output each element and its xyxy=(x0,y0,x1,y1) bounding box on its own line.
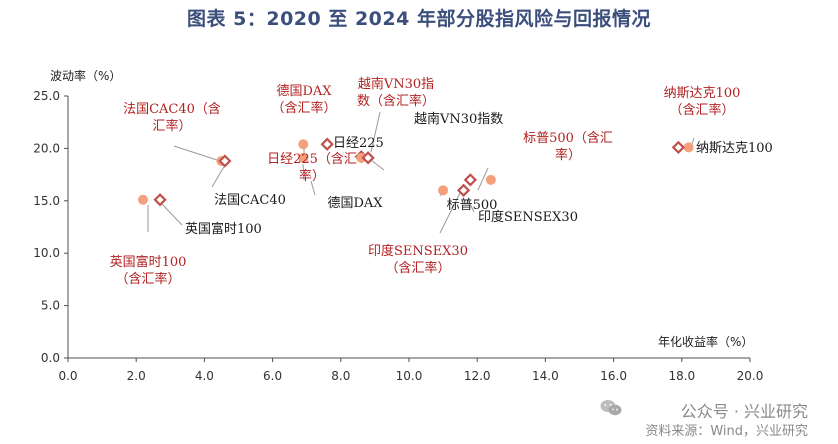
y-tick-label: 5.0 xyxy=(41,299,60,313)
point-label-line: 英国富时100 xyxy=(185,221,262,237)
point-label-line: 日经225（含汇 xyxy=(267,151,357,167)
data-point-incl-fx xyxy=(438,185,449,196)
point-label-line: 汇率） xyxy=(152,118,191,134)
x-tick-label: 12.0 xyxy=(464,369,491,383)
point-label: 标普500 xyxy=(447,198,498,213)
point-label-line: 德国DAX xyxy=(327,196,383,211)
point-label: 法国CAC40 xyxy=(214,193,286,208)
x-tick-label: 0.0 xyxy=(58,369,77,383)
point-label-line: 率） xyxy=(555,147,581,163)
point-label: 德国DAX xyxy=(327,196,383,211)
data-point-incl-fx xyxy=(683,142,694,153)
y-tick-label: 20.0 xyxy=(33,141,60,155)
point-label-line: 日经225 xyxy=(333,136,384,151)
point-label-line: 率） xyxy=(299,168,325,184)
x-tick-label: 14.0 xyxy=(532,369,559,383)
leader-line xyxy=(173,145,221,162)
point-label: 英国富时100 （含汇率） xyxy=(110,254,187,287)
leader-line xyxy=(302,163,305,181)
point-label: 英国富时100 xyxy=(185,221,262,237)
point-label: 纳斯达克100 （含汇率） xyxy=(664,86,741,118)
point-label-line: 标普500 xyxy=(447,198,498,213)
y-tick-label: 0.0 xyxy=(41,351,60,365)
point-label: 标普500（含汇率） xyxy=(523,130,613,163)
leader-line xyxy=(160,202,183,226)
leader-line xyxy=(477,167,489,191)
point-label: 纳斯达克100 xyxy=(696,141,773,156)
point-label-line: 印度SENSEX30 xyxy=(368,243,468,259)
point-label-line: 英国富时100 xyxy=(110,254,187,270)
data-point-incl-fx xyxy=(138,194,149,205)
leader-line xyxy=(439,192,461,234)
point-label-line: 法国CAC40 xyxy=(214,193,286,208)
y-tick-label: 25.0 xyxy=(33,89,60,103)
point-label-line: 纳斯达克100 xyxy=(696,141,773,156)
point-label-line: 标普500（含汇 xyxy=(523,130,613,146)
data-point-incl-fx xyxy=(356,152,367,163)
data-point-excl-fx xyxy=(153,193,167,207)
x-tick-label: 20.0 xyxy=(737,369,764,383)
point-label: 日经225（含汇率） xyxy=(267,151,357,184)
x-tick-label: 10.0 xyxy=(396,369,423,383)
point-label-line: （含汇率） xyxy=(669,102,734,118)
source-note: 资料来源：Wind，兴业研究 xyxy=(645,424,808,439)
point-label: 印度SENSEX30 xyxy=(478,209,578,225)
y-tick-label: 10.0 xyxy=(33,246,60,260)
point-label-line: 德国DAX xyxy=(276,84,332,99)
point-label: 越南VN30指数（含汇率） xyxy=(357,76,435,109)
watermark: 公众号 · 兴业研究 xyxy=(680,402,808,421)
point-label: 德国DAX （含汇率） xyxy=(271,84,336,116)
x-tick-label: 8.0 xyxy=(331,369,350,383)
y-axis-label: 波动率（%） xyxy=(50,68,121,83)
point-label: 越南VN30指数 xyxy=(414,111,503,127)
data-point-excl-fx xyxy=(320,137,334,151)
leader-line xyxy=(370,159,385,171)
data-point-excl-fx xyxy=(463,173,478,187)
x-axis-label: 年化收益率（%） xyxy=(658,334,753,349)
point-label-line: （含汇率） xyxy=(271,100,336,116)
point-label: 印度SENSEX30 （含汇率） xyxy=(368,243,468,276)
point-label-line: 纳斯达克100 xyxy=(664,86,741,101)
leader-line xyxy=(310,180,316,196)
chart-title: 图表 5：2020 至 2024 年部分股指风险与回报情况 xyxy=(187,8,651,30)
data-point-excl-fx xyxy=(456,183,471,197)
point-label-line: 法国CAC40（含 xyxy=(123,101,221,117)
data-point-incl-fx xyxy=(298,152,309,163)
point-label: 法国CAC40（含汇率） xyxy=(123,101,221,134)
leader-line xyxy=(370,111,381,153)
wechat-icon xyxy=(600,400,622,416)
x-tick-label: 18.0 xyxy=(668,369,695,383)
data-point-excl-fx xyxy=(361,151,375,165)
point-label-line: 印度SENSEX30 xyxy=(478,209,578,225)
point-label-line: （含汇率） xyxy=(385,260,450,276)
point-label-line: 越南VN30指 xyxy=(358,76,434,92)
x-tick-label: 16.0 xyxy=(600,369,627,383)
point-label-line: 数（含汇率） xyxy=(357,93,435,109)
point-label-line: （含汇率） xyxy=(115,271,180,287)
x-tick-label: 2.0 xyxy=(127,369,146,383)
y-tick-label: 15.0 xyxy=(33,194,60,208)
leader-line xyxy=(467,199,475,213)
point-label: 日经225 xyxy=(333,136,384,151)
data-point-excl-fx xyxy=(218,154,232,168)
data-point-incl-fx xyxy=(485,174,496,185)
point-label-line: 越南VN30指数 xyxy=(414,111,503,127)
x-tick-label: 6.0 xyxy=(263,369,282,383)
data-point-incl-fx xyxy=(298,139,309,150)
x-tick-label: 4.0 xyxy=(195,369,214,383)
data-point-excl-fx xyxy=(671,140,686,154)
